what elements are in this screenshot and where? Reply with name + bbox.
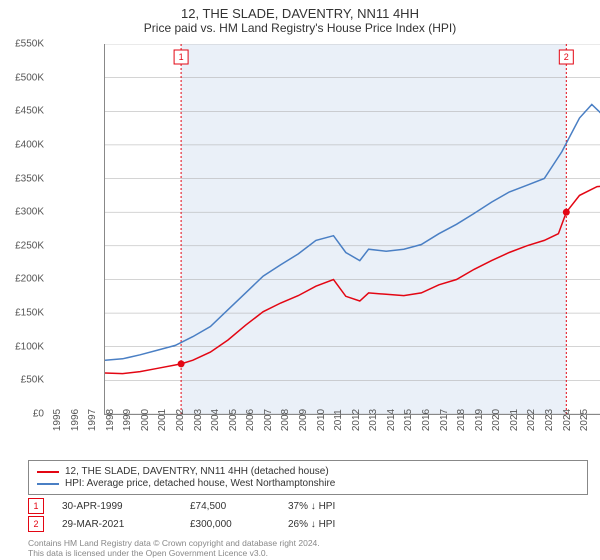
sale-price: £74,500	[190, 501, 270, 512]
sale-marker-box: 2	[28, 516, 44, 532]
x-tick-label: 2009	[298, 409, 309, 431]
x-tick-label: 2006	[245, 409, 256, 431]
y-tick-label: £0	[33, 409, 44, 420]
x-tick-label: 2004	[210, 409, 221, 431]
legend: 12, THE SLADE, DAVENTRY, NN11 4HH (detac…	[28, 460, 588, 495]
sale-date: 29-MAR-2021	[62, 519, 172, 530]
x-tick-label: 2023	[544, 409, 555, 431]
x-tick-label: 2013	[368, 409, 379, 431]
legend-row: HPI: Average price, detached house, West…	[37, 478, 579, 489]
chart-subtitle: Price paid vs. HM Land Registry's House …	[0, 21, 600, 39]
legend-swatch	[37, 471, 59, 473]
x-tick-label: 2002	[175, 409, 186, 431]
sales-row: 1 30-APR-1999 £74,500 37% ↓ HPI	[28, 498, 588, 514]
y-tick-label: £350K	[15, 173, 44, 184]
x-tick-label: 1998	[105, 409, 116, 431]
x-axis: 1995199619971998199920002001200220032004…	[52, 414, 588, 454]
x-tick-label: 2020	[491, 409, 502, 431]
legend-label: HPI: Average price, detached house, West…	[65, 478, 335, 489]
sale-pct-vs-hpi: 26% ↓ HPI	[288, 519, 388, 530]
x-tick-label: 2015	[403, 409, 414, 431]
x-tick-label: 2011	[333, 409, 344, 431]
y-tick-label: £300K	[15, 207, 44, 218]
y-tick-label: £250K	[15, 240, 44, 251]
x-tick-label: 1996	[70, 409, 81, 431]
x-tick-label: 2017	[439, 409, 450, 431]
footer-line-1: Contains HM Land Registry data © Crown c…	[28, 538, 588, 548]
y-tick-label: £400K	[15, 139, 44, 150]
chart-svg: 12	[105, 44, 600, 414]
sale-pct-vs-hpi: 37% ↓ HPI	[288, 501, 388, 512]
svg-text:1: 1	[179, 52, 184, 62]
x-tick-label: 2005	[228, 409, 239, 431]
x-tick-label: 1999	[122, 409, 133, 431]
chart-plot-area: 12	[104, 44, 600, 415]
x-tick-label: 2001	[157, 409, 168, 431]
x-tick-label: 2003	[193, 409, 204, 431]
legend-label: 12, THE SLADE, DAVENTRY, NN11 4HH (detac…	[65, 466, 329, 477]
sales-table: 1 30-APR-1999 £74,500 37% ↓ HPI 2 29-MAR-2021…	[28, 498, 588, 534]
x-tick-label: 2024	[562, 409, 573, 431]
y-tick-label: £550K	[15, 39, 44, 50]
y-tick-label: £50K	[21, 375, 44, 386]
x-tick-label: 1995	[52, 409, 63, 431]
chart-title: 12, THE SLADE, DAVENTRY, NN11 4HH	[0, 0, 600, 21]
x-tick-label: 2008	[280, 409, 291, 431]
x-tick-label: 2014	[386, 409, 397, 431]
x-tick-label: 2000	[140, 409, 151, 431]
legend-swatch	[37, 483, 59, 485]
y-tick-label: £200K	[15, 274, 44, 285]
sale-price: £300,000	[190, 519, 270, 530]
x-tick-label: 1997	[87, 409, 98, 431]
y-tick-label: £100K	[15, 341, 44, 352]
x-tick-label: 2016	[421, 409, 432, 431]
x-tick-label: 2012	[351, 409, 362, 431]
x-tick-label: 2019	[474, 409, 485, 431]
footer-attribution: Contains HM Land Registry data © Crown c…	[28, 538, 588, 558]
sales-row: 2 29-MAR-2021 £300,000 26% ↓ HPI	[28, 516, 588, 532]
sale-date: 30-APR-1999	[62, 501, 172, 512]
footer-line-2: This data is licensed under the Open Gov…	[28, 548, 588, 558]
x-tick-label: 2010	[316, 409, 327, 431]
x-tick-label: 2022	[526, 409, 537, 431]
y-axis: £0£50K£100K£150K£200K£250K£300K£350K£400…	[0, 44, 48, 414]
x-tick-label: 2018	[456, 409, 467, 431]
x-tick-label: 2025	[579, 409, 590, 431]
svg-text:2: 2	[564, 52, 569, 62]
y-tick-label: £150K	[15, 308, 44, 319]
sale-marker-box: 1	[28, 498, 44, 514]
legend-row: 12, THE SLADE, DAVENTRY, NN11 4HH (detac…	[37, 466, 579, 477]
y-tick-label: £500K	[15, 72, 44, 83]
x-tick-label: 2007	[263, 409, 274, 431]
y-tick-label: £450K	[15, 106, 44, 117]
x-tick-label: 2021	[509, 409, 520, 431]
